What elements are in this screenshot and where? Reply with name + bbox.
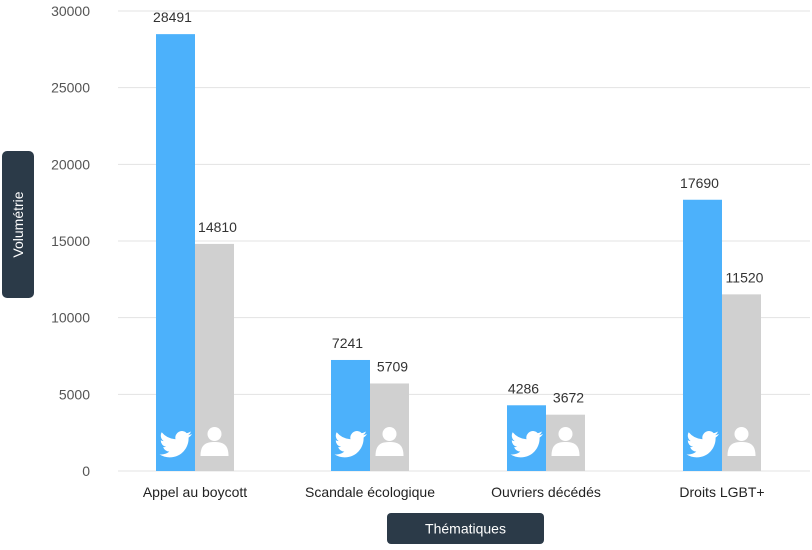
- user-icon: [551, 427, 580, 456]
- user-icon: [200, 427, 229, 456]
- x-axis-label: Thématiques: [387, 513, 544, 544]
- data-label: 3672: [553, 390, 584, 406]
- twitter-bird-icon: [510, 431, 543, 458]
- data-labels: 28491 14810 7241 5709 4286 3672 17690 11520: [153, 9, 764, 406]
- data-label: 4286: [508, 380, 539, 396]
- data-label: 7241: [332, 335, 363, 351]
- twitter-bird-icon: [334, 431, 367, 458]
- data-label: 17690: [680, 175, 719, 191]
- bars: [156, 34, 761, 471]
- data-label: 14810: [198, 219, 237, 235]
- bar: [683, 199, 722, 471]
- data-label: 5709: [377, 358, 408, 374]
- y-tick-label: 30000: [51, 3, 90, 19]
- x-tick-label: Scandale écologique: [305, 484, 435, 500]
- series-icons: [159, 427, 756, 458]
- y-axis-ticks: 0 5000 10000 15000 20000 25000 30000: [51, 3, 90, 479]
- x-tick-label: Appel au boycott: [143, 484, 247, 500]
- y-tick-label: 5000: [59, 386, 90, 402]
- x-axis-label-text: Thématiques: [425, 521, 506, 537]
- twitter-bird-icon: [686, 431, 719, 458]
- user-icon: [727, 427, 756, 456]
- data-label: 11520: [726, 269, 764, 285]
- y-tick-label: 10000: [51, 310, 90, 326]
- y-axis-label-pill: [2, 151, 34, 298]
- twitter-bird-icon: [159, 431, 192, 458]
- bar: [722, 294, 761, 471]
- y-tick-label: 20000: [51, 156, 90, 172]
- data-label: 28491: [153, 9, 192, 25]
- y-tick-label: 15000: [51, 233, 90, 249]
- x-axis-ticks: Appel au boycott Scandale écologique Ouvri…: [143, 484, 765, 500]
- x-axis-label-pill: [387, 513, 544, 544]
- y-axis-label: Volumétrie: [2, 151, 34, 298]
- bar: [156, 34, 195, 471]
- x-tick-label: Droits LGBT+: [679, 484, 764, 500]
- y-tick-label: 0: [82, 463, 90, 479]
- x-tick-label: Ouvriers décédés: [491, 484, 601, 500]
- y-tick-label: 25000: [51, 80, 90, 96]
- user-icon: [375, 427, 404, 456]
- y-axis-label-text: Volumétrie: [10, 191, 26, 257]
